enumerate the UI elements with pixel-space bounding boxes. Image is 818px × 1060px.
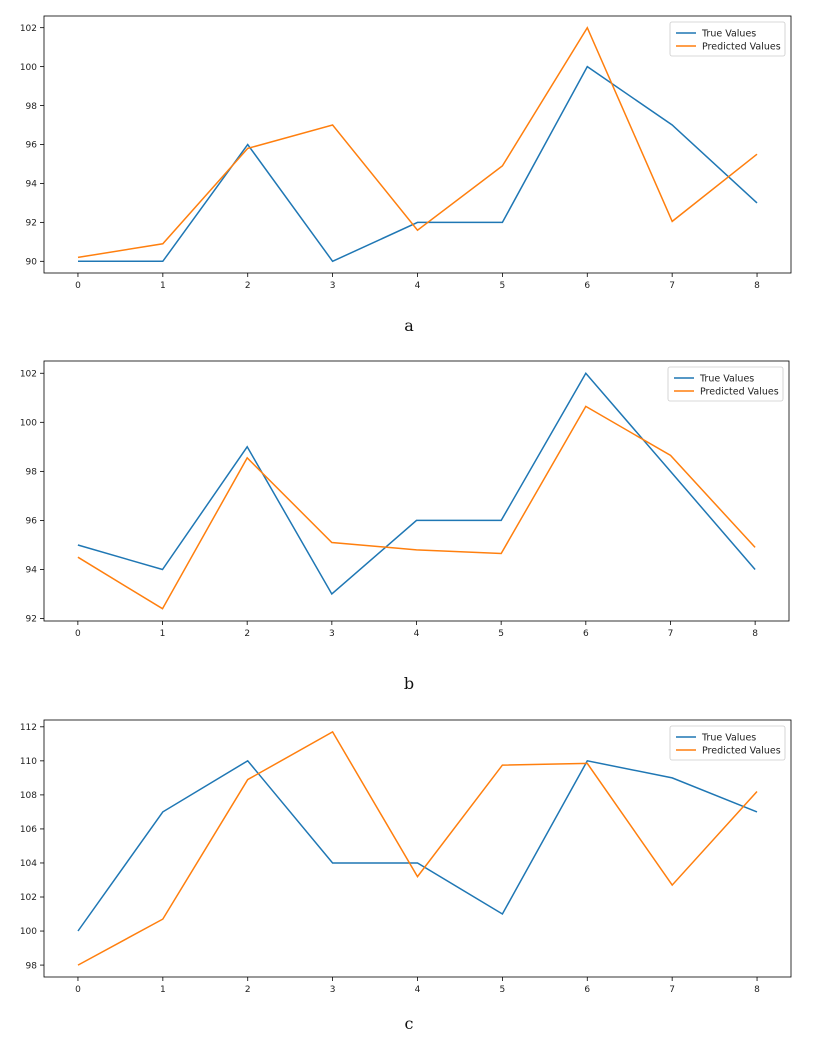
- chart-panel-c: 0 1 2 3 4 5 6 7 8 98 100 102 104 106 108 110 112 True Val…: [0, 710, 818, 1010]
- series-line-true-values-b: [77, 372, 756, 596]
- series-line-predicted-values-a: [77, 26, 758, 259]
- chart-panel-a: 0 1 2 3 4 5 6 7 8 90 92 94 96 98 100 102 True Values Pred…: [0, 0, 818, 290]
- x-tick-label-b: 0: [75, 629, 81, 639]
- x-tick-label-c: 3: [330, 985, 336, 995]
- series-line-true-values-a: [78, 65, 758, 263]
- x-tick-label-a: 5: [500, 281, 506, 290]
- y-tick-label-a: 90: [26, 258, 38, 268]
- x-tick-label-b: 1: [160, 629, 166, 639]
- x-tick-label-b: 7: [668, 629, 674, 639]
- y-tick-label-b: 94: [26, 566, 38, 576]
- x-tick-label-b: 5: [498, 629, 504, 639]
- y-tick-label-b: 92: [26, 615, 37, 625]
- x-tick-label-a: 3: [330, 281, 336, 290]
- x-tick-label-b: 3: [329, 629, 335, 639]
- x-tick-label-b: 2: [244, 629, 250, 639]
- y-tick-label-c: 104: [20, 859, 37, 869]
- y-tick-label-b: 102: [20, 369, 37, 379]
- legend-box-b: [667, 366, 784, 402]
- y-tick-label-c: 112: [20, 723, 37, 733]
- y-tick-label-a: 94: [26, 180, 38, 190]
- x-tick-label-a: 6: [584, 281, 590, 290]
- legend-label-c: Predicted Values: [702, 745, 781, 756]
- chart-caption-b: b: [403, 674, 415, 693]
- chart-caption-a: a: [404, 316, 414, 335]
- x-tick-label-b: 8: [752, 629, 758, 639]
- chart-panel-b: 0 1 2 3 4 5 6 7 8 92 94 96 98 100 102 True Values Predic…: [0, 355, 818, 645]
- y-tick-label-b: 100: [20, 419, 37, 429]
- x-tick-label-a: 2: [245, 281, 251, 290]
- y-tick-label-a: 98: [26, 102, 38, 112]
- legend-box-a: [669, 21, 786, 57]
- x-tick-label-b: 4: [414, 629, 420, 639]
- y-tick-label-c: 102: [20, 893, 37, 903]
- y-tick-label-a: 92: [26, 219, 37, 229]
- chart-caption-c: c: [404, 1014, 414, 1033]
- y-tick-label-c: 108: [20, 791, 37, 801]
- x-tick-label-a: 8: [754, 281, 760, 290]
- x-tick-label-a: 4: [415, 281, 421, 290]
- legend-box-c: [669, 725, 786, 761]
- legend-label-c: True Values: [701, 732, 756, 743]
- y-tick-label-c: 110: [20, 757, 37, 767]
- x-tick-label-c: 0: [75, 985, 81, 995]
- y-tick-label-b: 96: [26, 517, 38, 527]
- y-tick-label-a: 102: [20, 24, 37, 34]
- line-chart-b: 0 1 2 3 4 5 6 7 8 92 94 96 98 100 102 True Values Predic…: [20, 360, 790, 639]
- y-tick-label-b: 98: [26, 468, 38, 478]
- x-tick-label-b: 6: [583, 629, 589, 639]
- x-tick-label-c: 8: [754, 985, 760, 995]
- x-tick-label-a: 0: [75, 281, 81, 290]
- x-tick-label-c: 6: [584, 985, 590, 995]
- x-tick-label-c: 5: [500, 985, 506, 995]
- x-tick-label-c: 1: [160, 985, 166, 995]
- x-tick-label-c: 2: [245, 985, 251, 995]
- series-line-true-values-c: [77, 759, 758, 932]
- legend-label-a: Predicted Values: [702, 41, 781, 52]
- y-tick-label-c: 98: [26, 961, 38, 971]
- y-tick-label-c: 106: [20, 825, 37, 835]
- y-tick-label-a: 100: [20, 63, 37, 73]
- line-chart-c: 0 1 2 3 4 5 6 7 8 98 100 102 104 106 108 110 112 True Val…: [20, 719, 792, 995]
- legend-label-a: True Values: [701, 28, 756, 39]
- x-tick-label-c: 4: [415, 985, 421, 995]
- y-tick-label-c: 100: [20, 927, 37, 937]
- x-tick-label-a: 7: [669, 281, 675, 290]
- legend-label-b: Predicted Values: [700, 386, 779, 397]
- line-chart-a: 0 1 2 3 4 5 6 7 8 90 92 94 96 98 100 102 True Values Pred…: [20, 15, 792, 290]
- y-tick-label-a: 96: [26, 141, 38, 151]
- x-tick-label-a: 1: [160, 281, 166, 290]
- legend-label-b: True Values: [699, 373, 754, 384]
- series-line-predicted-values-b: [77, 405, 756, 610]
- series-line-predicted-values-c: [77, 730, 758, 966]
- x-tick-label-c: 7: [669, 985, 675, 995]
